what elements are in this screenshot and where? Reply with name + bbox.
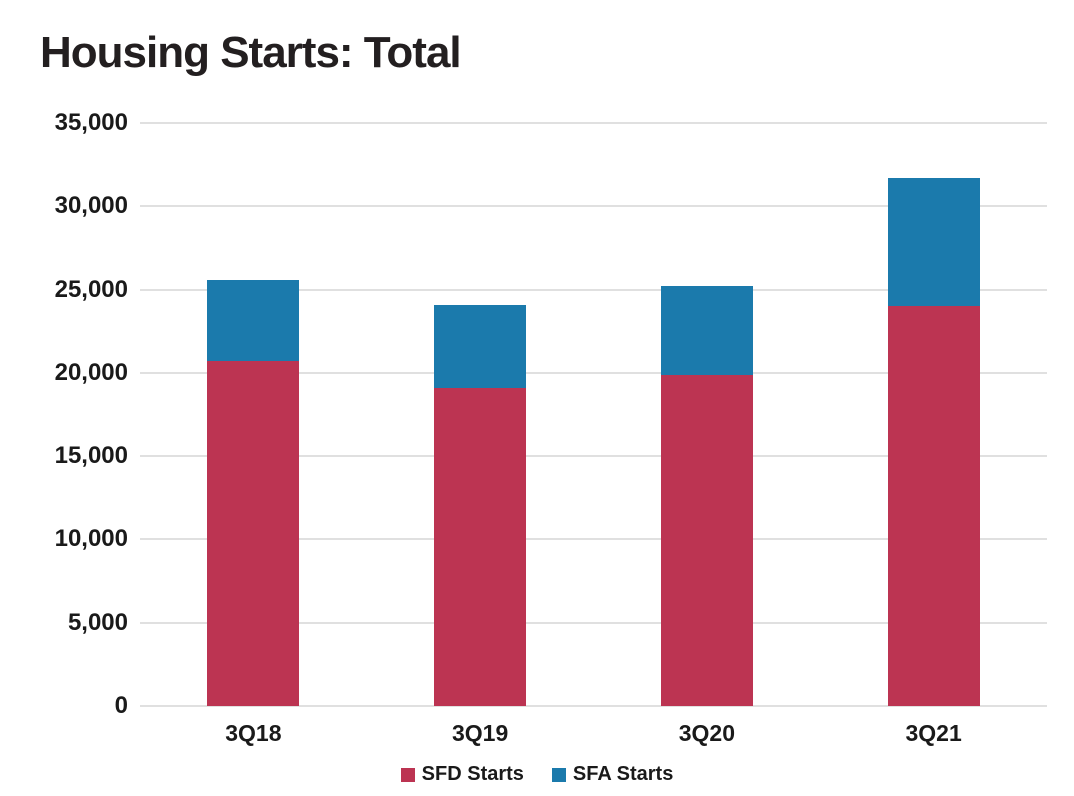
chart-legend: SFD Starts SFA Starts (0, 763, 1074, 786)
gridline (140, 538, 1047, 541)
x-axis-tick-label: 3Q21 (905, 720, 962, 746)
bar-segment-sfd-starts (207, 361, 300, 706)
bar-segment-sfd-starts (660, 374, 753, 706)
gridline (140, 705, 1047, 707)
y-axis-tick-label: 30,000 (54, 192, 128, 220)
y-axis-tick-label: 35,000 (54, 109, 128, 136)
bar-segment-sfa-starts (207, 279, 300, 362)
gridline (140, 122, 1047, 124)
y-axis-tick-label: 15,000 (54, 442, 128, 470)
gridline (140, 288, 1047, 291)
bar-segment-sfa-starts (887, 177, 980, 307)
legend-item: SFA Starts (551, 763, 674, 786)
legend-swatch-icon (400, 767, 415, 782)
bar-segment-sfa-starts (434, 304, 527, 388)
y-axis-tick-label: 0 (114, 692, 128, 719)
gridline (140, 621, 1047, 624)
bar-segment-sfd-starts (887, 306, 980, 706)
x-axis-tick-label: 3Q20 (678, 720, 735, 746)
gridline (140, 371, 1047, 374)
legend-item: SFD Starts (400, 763, 524, 786)
legend-label: SFA Starts (572, 763, 674, 785)
gridline (140, 205, 1047, 208)
gridline (140, 455, 1047, 458)
x-axis-tick-label: 3Q18 (225, 720, 282, 746)
legend-label: SFD Starts (421, 763, 524, 785)
y-axis-tick-label: 25,000 (54, 275, 128, 303)
bar-segment-sfa-starts (660, 286, 753, 375)
y-axis-tick-label: 5,000 (67, 608, 128, 636)
chart-title: Housing Starts: Total (40, 28, 462, 77)
y-axis-tick-label: 10,000 (54, 525, 128, 553)
legend-swatch-icon (551, 767, 566, 782)
bar-segment-sfd-starts (434, 387, 527, 706)
x-axis-tick-label: 3Q19 (451, 720, 509, 746)
y-axis-tick-label: 20,000 (54, 358, 128, 386)
